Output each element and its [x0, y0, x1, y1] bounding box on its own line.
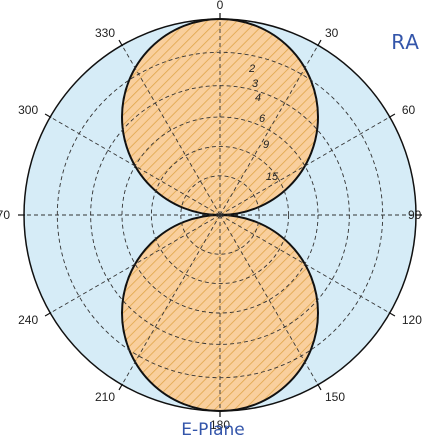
plane-title: E-Plane — [181, 420, 245, 440]
grid-spoke — [219, 116, 390, 216]
angle-tick — [388, 311, 396, 317]
ring-label: 6 — [259, 113, 266, 125]
angle-label: 90 — [408, 208, 422, 222]
grid-spoke — [50, 214, 221, 314]
angle-label: 120 — [402, 313, 422, 327]
angle-label: 300 — [18, 103, 38, 117]
angle-tick — [44, 113, 52, 119]
grid-spoke — [50, 116, 221, 216]
corner-title: RA — [391, 30, 420, 54]
angle-tick — [388, 113, 396, 119]
angle-label: 150 — [325, 390, 345, 404]
grid-ring — [150, 145, 290, 285]
ring-label: 15 — [266, 171, 279, 183]
angle-labels: 0 30 60 90 120 150 180 210 240 270 300 330 — [0, 0, 422, 432]
angle-tick — [118, 383, 124, 391]
angle-label: 210 — [95, 390, 115, 404]
angle-label: 330 — [95, 26, 115, 40]
grid-ring — [180, 175, 260, 255]
grid-spoke — [121, 214, 221, 385]
angle-tick — [44, 311, 52, 317]
angle-tick — [316, 39, 322, 47]
ring-label: 3 — [252, 78, 259, 90]
polar-grid — [18, 13, 422, 417]
angle-tick — [118, 39, 124, 47]
angle-tick — [316, 383, 322, 391]
angle-label: 30 — [325, 26, 339, 40]
angle-label: 270 — [0, 208, 10, 222]
angle-label: 60 — [402, 103, 416, 117]
grid-spoke — [219, 214, 390, 314]
angle-label: 240 — [18, 313, 38, 327]
angle-label: 180 — [210, 418, 230, 432]
grid-spoke — [219, 45, 319, 216]
angle-label: 0 — [217, 0, 224, 12]
grid-spoke — [121, 45, 221, 216]
grid-spoke — [219, 214, 319, 385]
ring-label: 2 — [248, 63, 255, 75]
ring-labels: 2 3 4 6 9 15 — [248, 63, 279, 183]
ring-label: 4 — [255, 92, 261, 104]
ring-label: 9 — [263, 139, 269, 151]
